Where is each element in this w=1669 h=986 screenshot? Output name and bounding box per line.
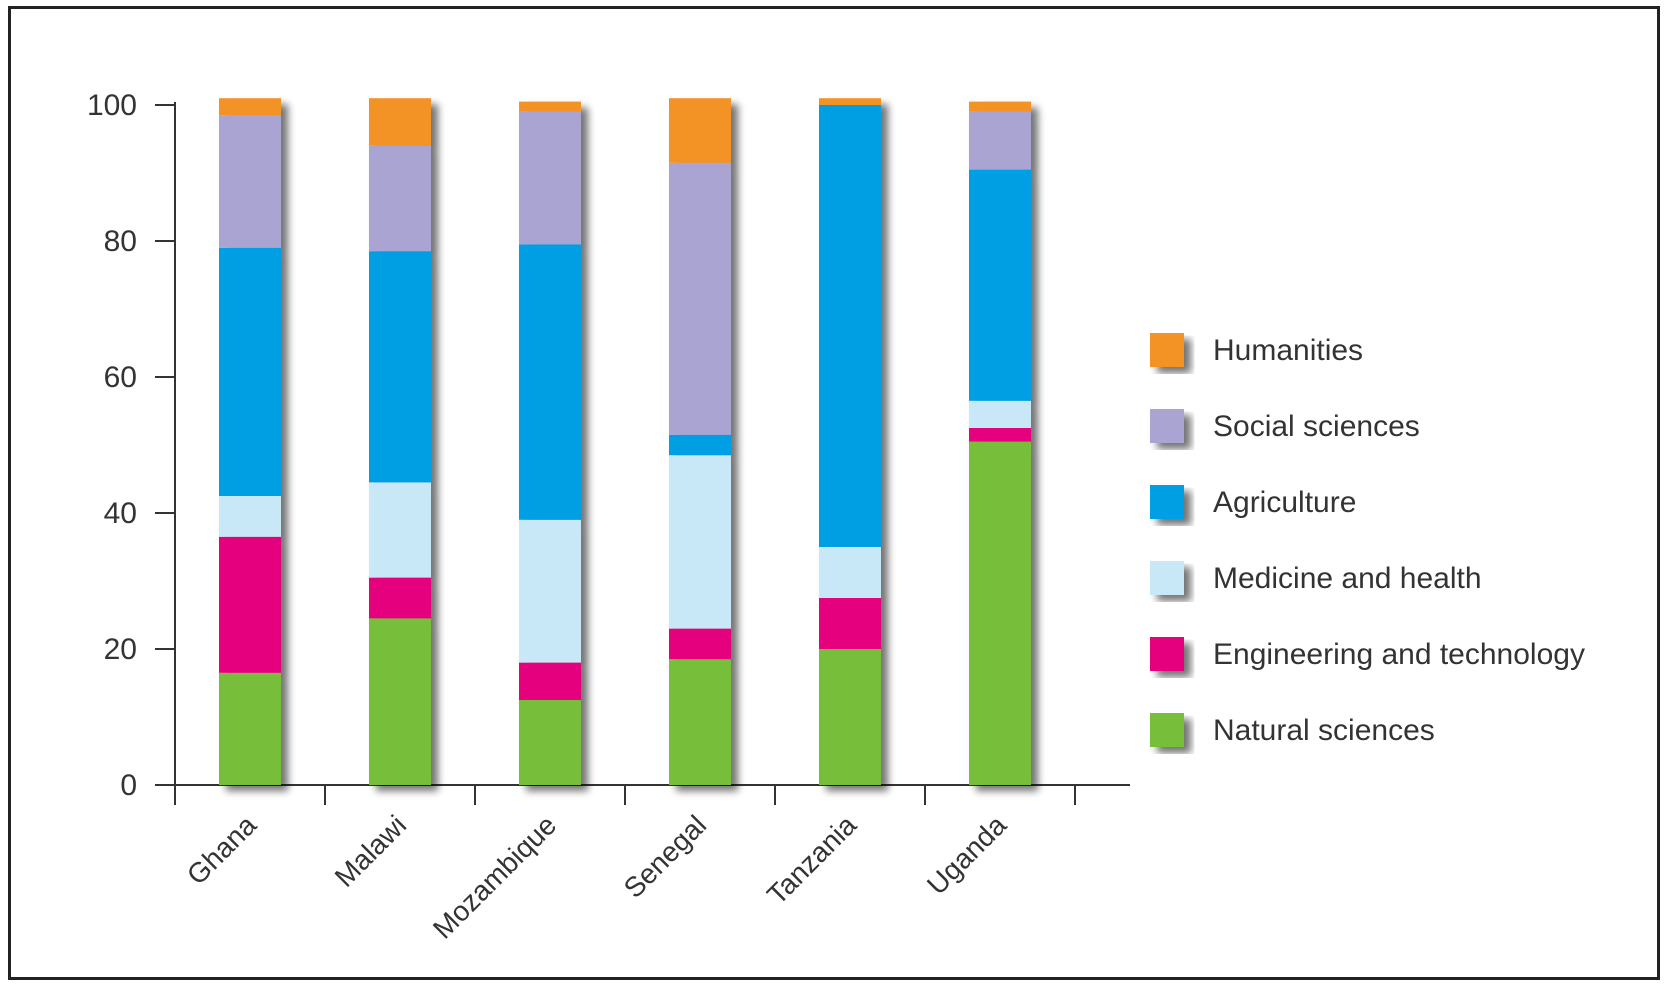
legend-label: Agriculture	[1213, 486, 1356, 519]
bar-segment	[219, 672, 281, 785]
bar-segment	[519, 700, 581, 785]
bar-segment	[519, 519, 581, 663]
bar-segment	[369, 577, 431, 619]
x-tick-label: Mozambique	[427, 809, 562, 944]
legend-swatch	[1150, 637, 1184, 671]
x-tick-label: Senegal	[618, 809, 713, 904]
bar-segment	[969, 101, 1031, 112]
bar-segment	[519, 111, 581, 245]
bar-segment	[669, 98, 731, 163]
legend-label: Engineering and technology	[1213, 638, 1585, 671]
bar-stack-malawi	[369, 98, 431, 785]
bar-segment	[969, 111, 1031, 170]
legend-swatch	[1150, 713, 1184, 747]
bar-stack-tanzania	[819, 98, 881, 785]
bar-segment	[519, 101, 581, 112]
legend-swatch	[1150, 485, 1184, 519]
x-tick-label: Ghana	[181, 809, 263, 891]
legend-label: Medicine and health	[1213, 562, 1482, 595]
legend-label: Humanities	[1213, 334, 1363, 367]
y-tick-label: 20	[104, 633, 137, 666]
bar-segment	[219, 115, 281, 248]
bar-segment	[219, 536, 281, 673]
y-tick-label: 60	[104, 361, 137, 394]
bar-segment	[369, 98, 431, 146]
bar-segment	[669, 659, 731, 785]
bar-segment	[669, 162, 731, 435]
bar-stack-mozambique	[519, 101, 581, 785]
bar-stack-ghana	[219, 98, 281, 785]
bar-segment	[819, 547, 881, 598]
legend-swatch	[1150, 561, 1184, 595]
y-tick-label: 80	[104, 225, 137, 258]
bar-segment	[369, 251, 431, 483]
y-tick-label: 100	[87, 89, 137, 122]
bar-segment	[219, 247, 281, 496]
bar-segment	[969, 169, 1031, 401]
x-tick-label: Uganda	[921, 809, 1013, 901]
y-tick-label: 40	[104, 497, 137, 530]
bar-segment	[369, 618, 431, 785]
bar-segment	[819, 105, 881, 547]
bar-segment	[369, 482, 431, 578]
legend-swatch	[1150, 409, 1184, 443]
bar-segment	[219, 496, 281, 537]
bar-segment	[819, 598, 881, 649]
bar-segment	[669, 628, 731, 660]
x-tick-label: Tanzania	[761, 809, 862, 910]
bar-segment	[819, 98, 881, 105]
x-tick-label: Malawi	[329, 809, 413, 893]
y-tick-label: 0	[120, 769, 137, 802]
legend-label: Natural sciences	[1213, 714, 1435, 747]
bar-stack-uganda	[969, 101, 1031, 785]
bar-segment	[669, 434, 731, 456]
legend-label: Social sciences	[1213, 410, 1420, 443]
bar-segment	[969, 441, 1031, 785]
bar-segment	[669, 455, 731, 629]
legend-swatch	[1150, 333, 1184, 367]
bar-segment	[969, 400, 1031, 428]
bar-segment	[369, 145, 431, 252]
bar-segment	[519, 662, 581, 700]
bar-segment	[519, 244, 581, 520]
bar-segment	[819, 649, 881, 785]
bar-segment	[219, 98, 281, 116]
bar-segment	[969, 428, 1031, 442]
bar-stack-senegal	[669, 98, 731, 785]
